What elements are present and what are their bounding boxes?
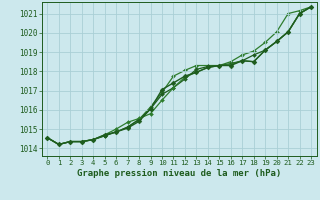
X-axis label: Graphe pression niveau de la mer (hPa): Graphe pression niveau de la mer (hPa) <box>77 169 281 178</box>
